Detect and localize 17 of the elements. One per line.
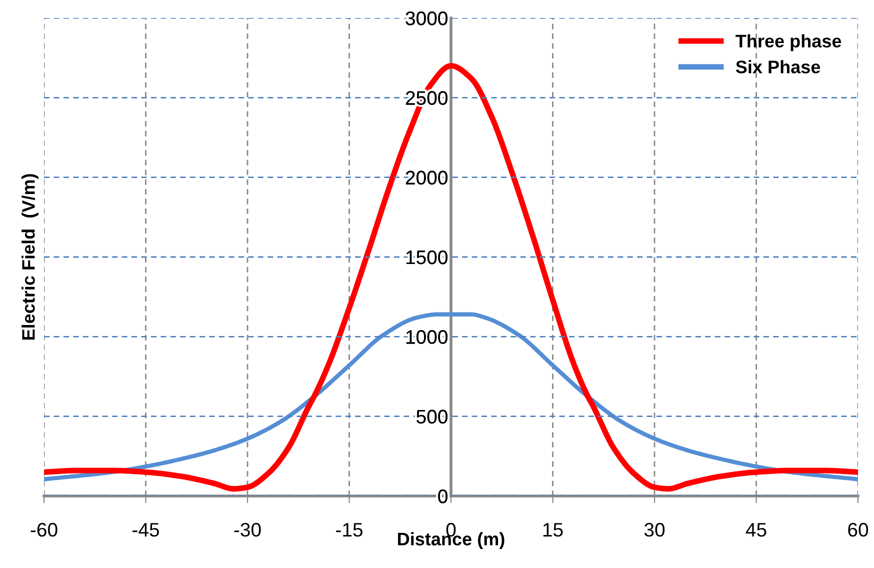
x-tick-label: -15 bbox=[336, 523, 362, 537]
legend-label: Six Phase bbox=[736, 60, 820, 74]
legend-label: Three phase bbox=[736, 34, 842, 52]
x-tick-label: 60 bbox=[848, 522, 868, 537]
x-tick-label: -30 bbox=[234, 522, 261, 537]
y-tick-label: 500 bbox=[416, 410, 448, 424]
y-tick-label: 2000 bbox=[406, 170, 448, 185]
y-tick-label: 3000 bbox=[406, 11, 448, 26]
x-tick-label: -60 bbox=[30, 522, 58, 537]
x-tick-label: -45 bbox=[132, 523, 159, 537]
y-tick-label: 1000 bbox=[406, 330, 448, 344]
x-tick-label: 30 bbox=[644, 522, 665, 537]
y-axis-title: Electric Field (V/m) bbox=[22, 174, 38, 340]
x-tick-label: 15 bbox=[543, 523, 563, 537]
y-tick-label: 1500 bbox=[406, 250, 448, 264]
y-tick-label: 0 bbox=[438, 489, 448, 504]
x-tick-label: 45 bbox=[746, 523, 766, 537]
